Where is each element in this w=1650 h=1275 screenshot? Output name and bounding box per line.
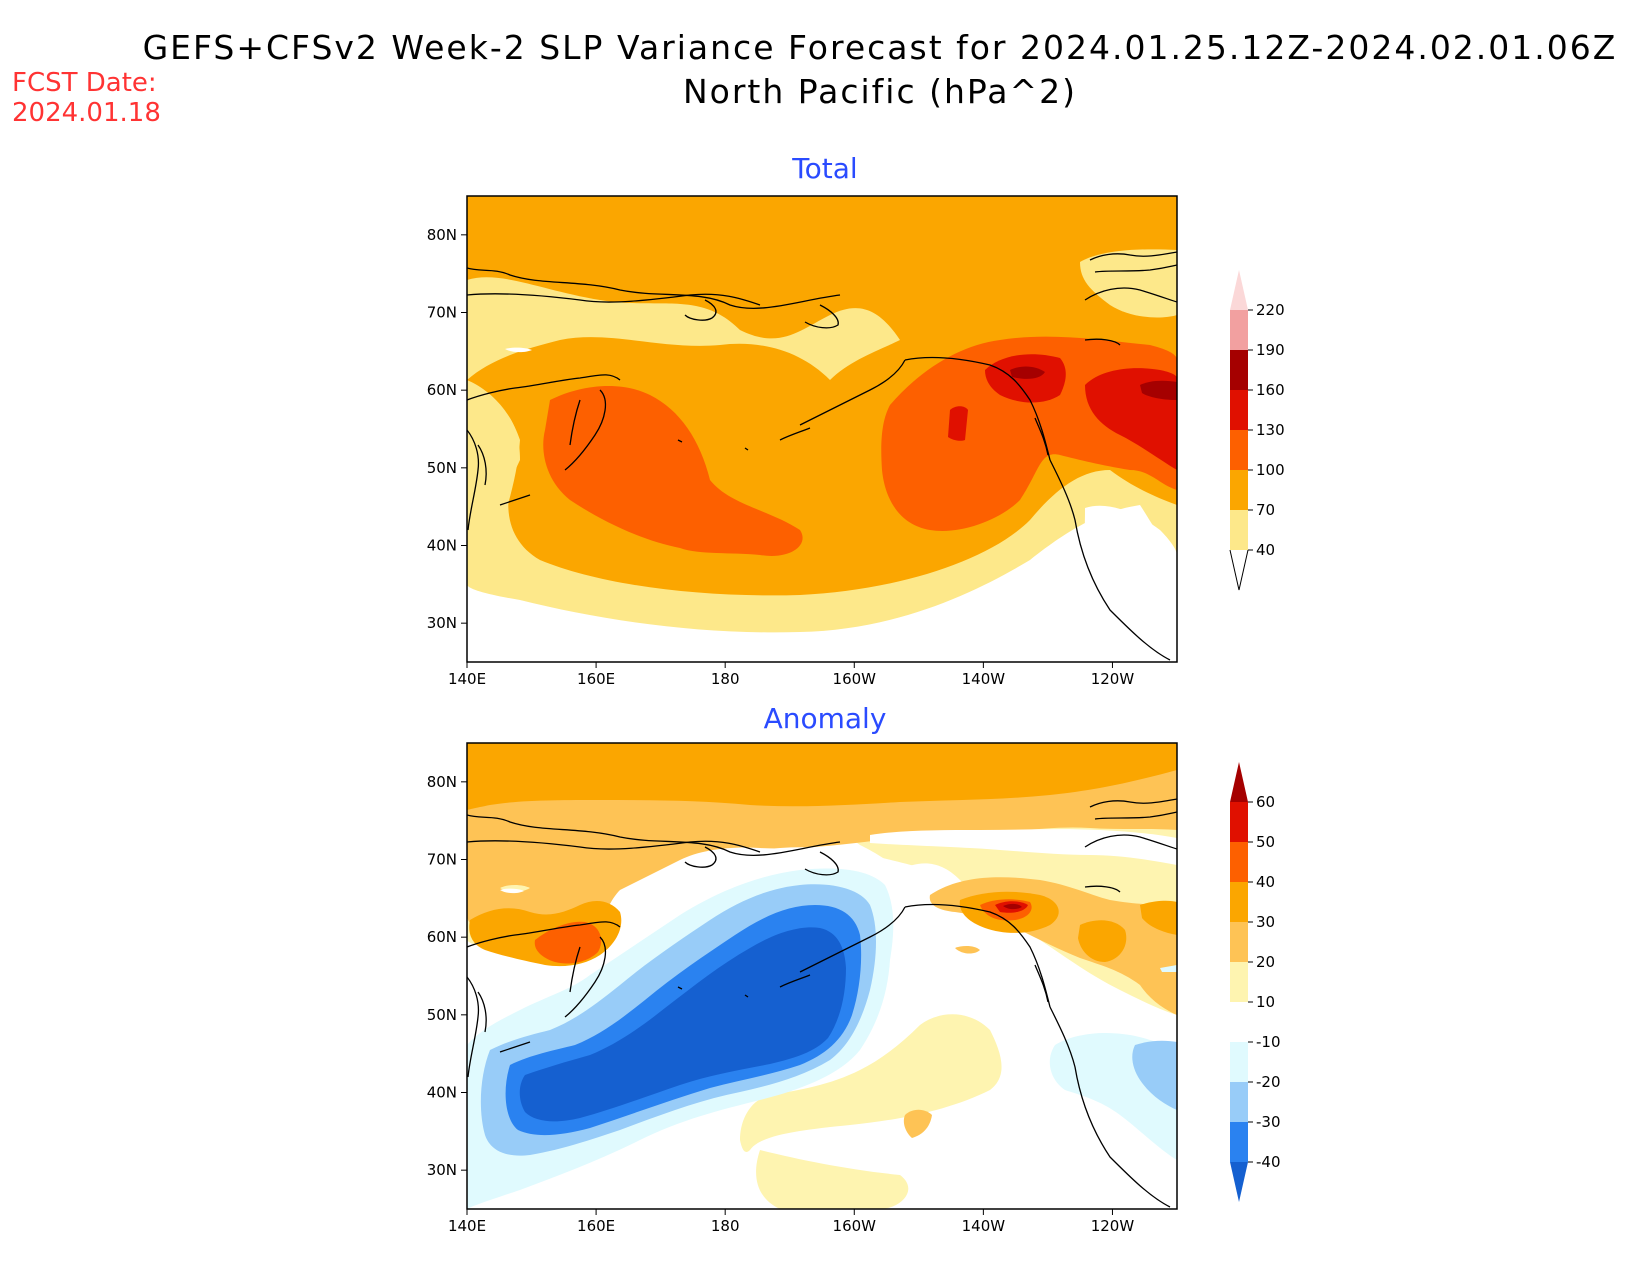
anomaly-colorbar-label: 40 [1256,873,1275,891]
total-colorbar-label: 100 [1256,461,1285,479]
anomaly-lon-label: 140E [448,1217,486,1235]
anomaly-lat-label: 70N [427,851,457,869]
anomaly-axes: 140E 160E 180 160W 140W 120W 80N 70N 60N 50N 40N 30… [427,773,1135,1235]
total-colorbar-min-extension [1229,549,1249,591]
anomaly-map: 140E 160E 180 160W 140W 120W 80N 70N 60N 50N 40N 30… [427,742,1281,1235]
anomaly-colorbar-label: -30 [1256,1113,1281,1131]
total-colorbar-label: 220 [1256,301,1285,319]
anomaly-lat-label: 40N [427,1084,457,1102]
total-map: 140E 160E 180 160W 140W 120W 80N 70N 60N 50N 40N 30… [427,195,1285,688]
forecast-date-value: 2024.01.18 [12,98,161,128]
anomaly-colorbar-label: 30 [1256,913,1275,931]
panel-title-total: Total [792,152,858,185]
forecast-date-label: FCST Date: [12,68,157,98]
anomaly-colorbar-label: 10 [1256,993,1275,1011]
total-lon-label: 160E [577,670,615,688]
anomaly-colorbar-label: 20 [1256,953,1275,971]
anomaly-lon-label: 120W [1091,1217,1135,1235]
anomaly-colorbar-box [1230,1042,1248,1082]
total-colorbar-box [1230,430,1248,470]
anomaly-colorbar: -40 -30 -20 -10 10 20 30 40 50 60 [1230,762,1281,1202]
main-title-line2: North Pacific (hPa^2) [682,72,1078,111]
anomaly-lat-label: 30N [427,1161,457,1179]
total-lon-label: 120W [1091,670,1135,688]
total-lat-label: 80N [427,226,457,244]
total-lat-label: 30N [427,614,457,632]
anomaly-colorbar-label: 60 [1256,793,1275,811]
total-colorbar: 40 70 100 130 160 190 220 [1229,270,1285,591]
total-lon-label: 140W [962,670,1006,688]
anomaly-colorbar-box [1230,882,1248,922]
total-colorbar-max-extension [1230,270,1248,310]
total-colorbar-label: 40 [1256,541,1275,559]
anomaly-colorbar-box [1230,962,1248,1002]
anomaly-frame [466,742,1178,1210]
anomaly-colorbar-box [1230,1002,1248,1042]
total-colorbar-label: 130 [1256,421,1285,439]
total-lon-label: 140E [448,670,486,688]
anomaly-colorbar-label: -20 [1256,1073,1281,1091]
total-lat-label: 50N [427,459,457,477]
total-lat-label: 40N [427,537,457,555]
total-colorbar-label: 190 [1256,341,1285,359]
total-lat-label: 60N [427,381,457,399]
anomaly-lon-label: 160E [577,1217,615,1235]
total-lat-label: 70N [427,304,457,322]
anomaly-colorbar-box [1230,922,1248,962]
total-colorbar-label: 70 [1256,501,1275,519]
anomaly-lon-label: 140W [962,1217,1006,1235]
anomaly-lat-label: 60N [427,928,457,946]
anomaly-colorbar-box [1230,842,1248,882]
total-lon-label: 180 [711,670,740,688]
anomaly-lon-label: 180 [711,1217,740,1235]
anomaly-coastlines [467,798,1177,1208]
anomaly-lon-label: 160W [833,1217,877,1235]
panel-title-anomaly: Anomaly [763,702,887,735]
total-colorbar-label: 160 [1256,381,1285,399]
total-colorbar-box [1230,350,1248,390]
anomaly-colorbar-min-extension [1230,1162,1248,1202]
total-frame [466,195,1178,663]
anomaly-colorbar-max-extension [1230,762,1248,802]
total-colorbar-box [1230,310,1248,350]
total-lon-label: 160W [833,670,877,688]
anomaly-contour-fill [467,743,1177,1209]
anomaly-colorbar-box [1230,1082,1248,1122]
total-colorbar-box [1230,390,1248,430]
anomaly-colorbar-label: -40 [1256,1153,1281,1171]
anomaly-colorbar-label: 50 [1256,833,1275,851]
total-coastlines [467,251,1177,661]
total-colorbar-box [1230,510,1248,550]
total-contour-fill [467,196,1177,662]
anomaly-lat-label: 50N [427,1006,457,1024]
total-axes: 140E 160E 180 160W 140W 120W 80N 70N 60N 50N 40N 30… [427,226,1135,688]
anomaly-lat-label: 80N [427,773,457,791]
anomaly-colorbar-box [1230,802,1248,842]
total-colorbar-box [1230,470,1248,510]
anomaly-colorbar-label: -10 [1256,1033,1281,1051]
anomaly-colorbar-box [1230,1122,1248,1162]
main-title-line1: GEFS+CFSv2 Week-2 SLP Variance Forecast … [142,28,1618,67]
